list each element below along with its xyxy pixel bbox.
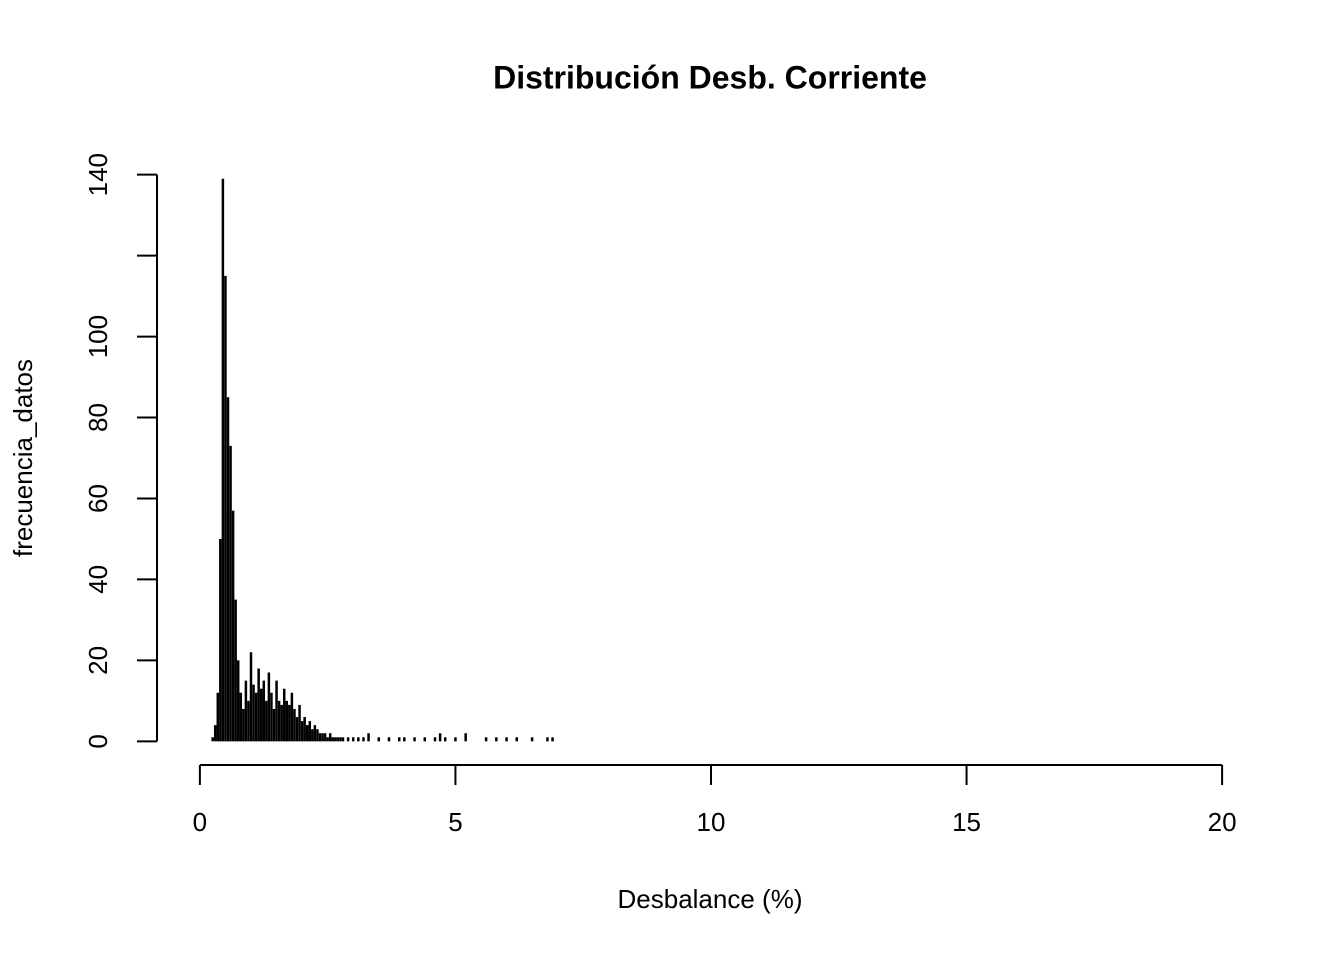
x-tick-label: 20 [1208,807,1237,837]
y-tick-label: 20 [83,646,113,675]
y-axis-label: frecuencia_datos [8,359,38,557]
y-tick-label: 40 [83,565,113,594]
y-tick-label: 140 [83,153,113,196]
x-tick-label: 10 [697,807,726,837]
chart-title: Distribución Desb. Corriente [493,59,927,95]
y-tick-label: 100 [83,315,113,358]
y-tick-label: 60 [83,484,113,513]
x-axis-label: Desbalance (%) [618,884,803,914]
x-tick-label: 15 [952,807,981,837]
x-tick-label: 0 [193,807,207,837]
x-tick-label: 5 [448,807,462,837]
y-tick-label: 0 [83,734,113,748]
y-tick-label: 80 [83,403,113,432]
